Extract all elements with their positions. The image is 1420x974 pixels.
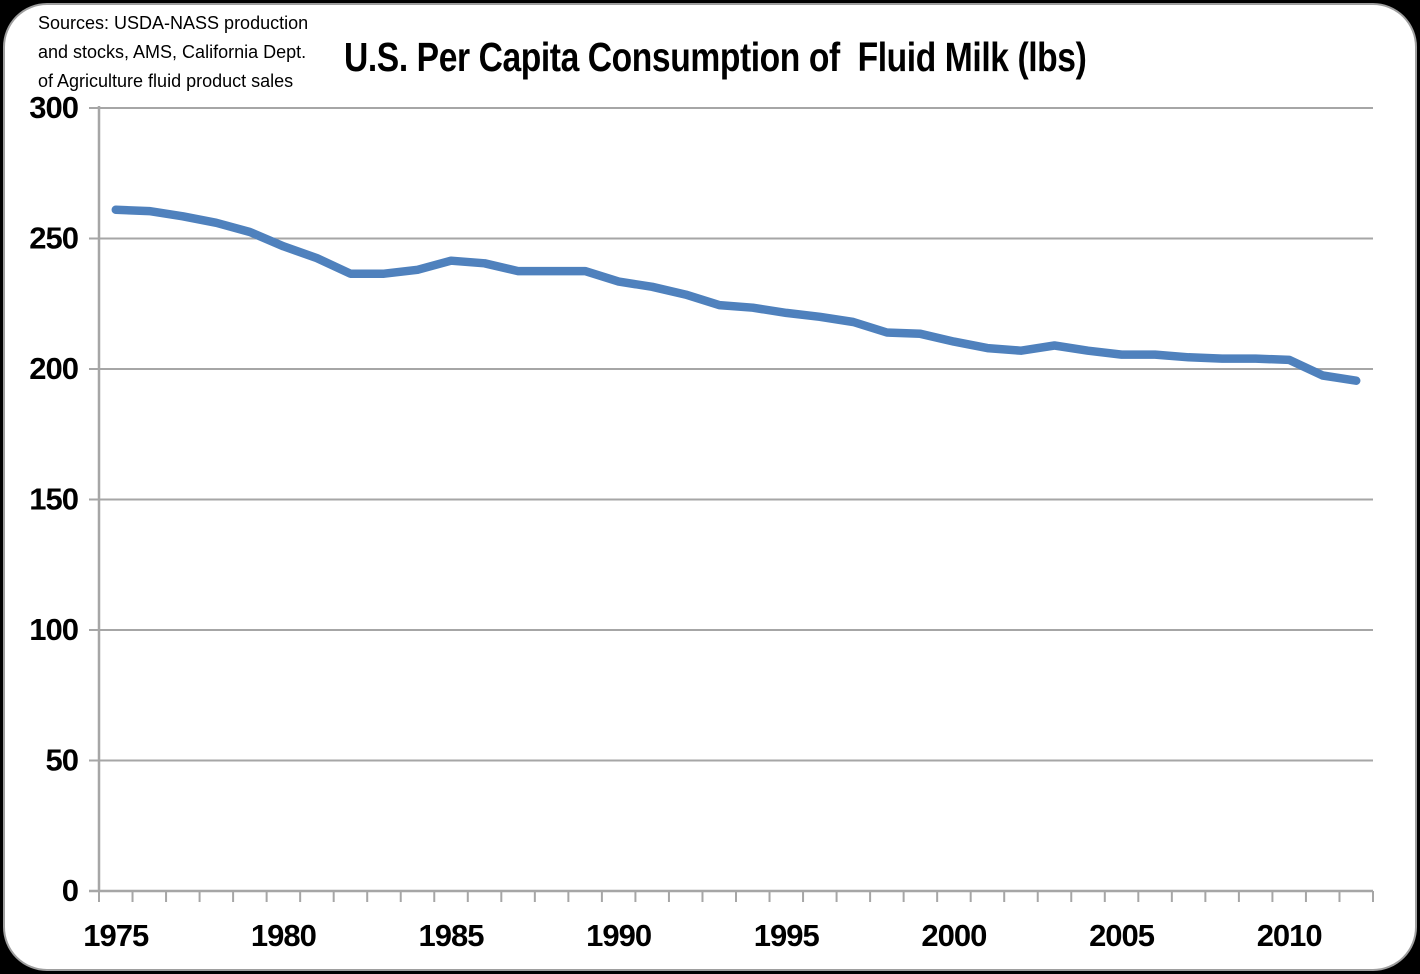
y-tick-label: 150 [29,482,78,517]
y-tick-label: 100 [29,612,78,647]
x-tick-label: 2010 [1257,918,1322,953]
chart-title: U.S. Per Capita Consumption of Fluid Mil… [344,34,1087,80]
y-tick-label: 50 [46,743,78,778]
sources-note-line: and stocks, AMS, California Dept. [38,42,307,62]
chart-panel [3,3,1417,971]
sources-note-line: of Agriculture fluid product sales [38,71,294,91]
sources-note-line: Sources: USDA-NASS production [38,13,309,33]
y-tick-label: 250 [29,221,78,256]
x-tick-label: 2005 [1089,918,1155,953]
y-tick-label: 0 [62,873,78,908]
y-tick-label: 200 [29,351,78,386]
x-tick-label: 1995 [754,918,820,953]
sources-note: Sources: USDA-NASS production and stocks… [38,9,338,96]
x-tick-label: 2000 [921,918,986,953]
consumption-line [111,205,1361,385]
x-tick-label: 1990 [586,918,651,953]
x-tick-label: 1980 [251,918,316,953]
y-tick-label: 300 [29,90,78,125]
x-tick-label: 1975 [83,918,149,953]
x-tick-label: 1985 [419,918,485,953]
